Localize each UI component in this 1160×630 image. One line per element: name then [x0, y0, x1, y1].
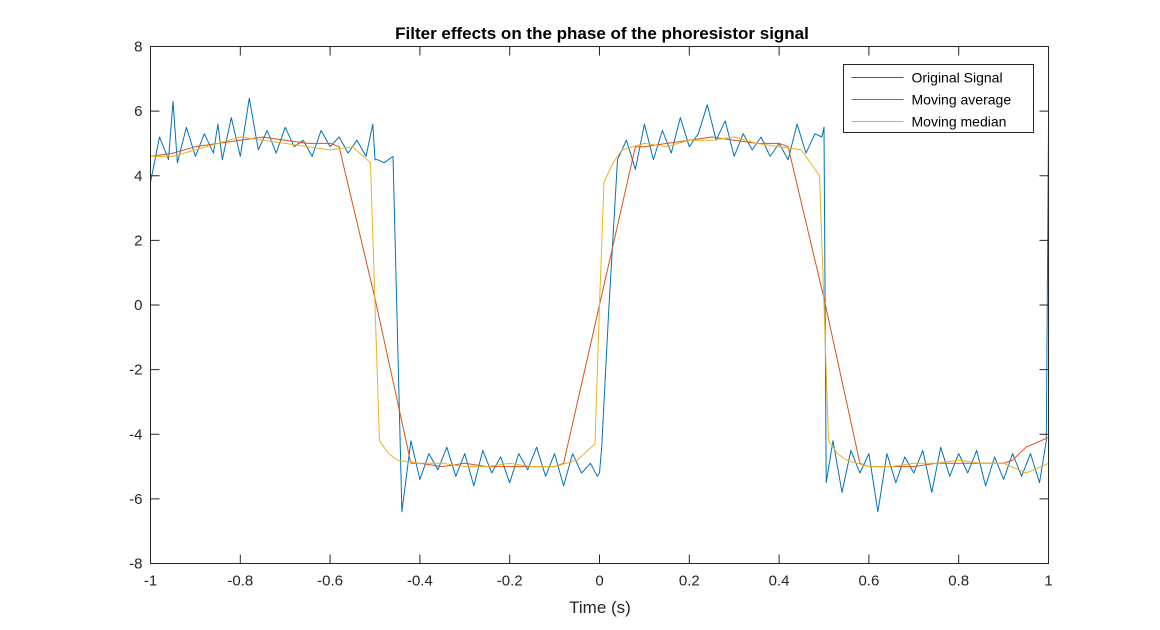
x-tick-label: -0.2 [497, 573, 523, 590]
y-tick-label: 2 [134, 232, 142, 249]
x-tick-label: 0.6 [858, 573, 879, 590]
x-tick-label: -0.4 [407, 573, 433, 590]
x-axis-label: Time (s) [569, 598, 631, 617]
plot-area [150, 97, 1049, 513]
series-line-3 [150, 136, 1049, 474]
legend-label-2: Moving average [912, 92, 1012, 108]
y-tick-label: 8 [134, 39, 142, 56]
x-tick-label: -0.6 [317, 573, 343, 590]
x-tick-label: -1 [144, 573, 157, 590]
y-tick-label: -6 [129, 491, 142, 508]
axis-ticks: -1 -0.8 -0.6 -0.4 -0.2 0 0.2 0.4 0.6 0.8 1 -8 -6 -4 -2… [129, 39, 1053, 590]
y-tick-label: -2 [129, 362, 142, 379]
chart-title: Filter effects on the phase of the phore… [395, 24, 809, 43]
y-tick-label: -4 [129, 426, 142, 443]
x-tick-label: 0.2 [679, 573, 700, 590]
legend-label-3: Moving median [912, 114, 1007, 130]
series-line-2 [150, 136, 1049, 468]
x-tick-label: 0.4 [769, 573, 790, 590]
y-tick-label: 0 [134, 297, 142, 314]
x-tick-label: 0 [595, 573, 603, 590]
x-tick-label: -0.8 [227, 573, 253, 590]
legend: Original Signal Moving average Moving medi… [843, 64, 1034, 133]
series-line-1 [150, 97, 1049, 513]
y-tick-label: -8 [129, 556, 142, 573]
x-tick-label: 0.8 [948, 573, 969, 590]
y-tick-label: 6 [134, 103, 142, 120]
legend-label-1: Original Signal [912, 70, 1003, 86]
x-tick-label: 1 [1044, 573, 1052, 590]
y-tick-label: 4 [134, 168, 142, 185]
